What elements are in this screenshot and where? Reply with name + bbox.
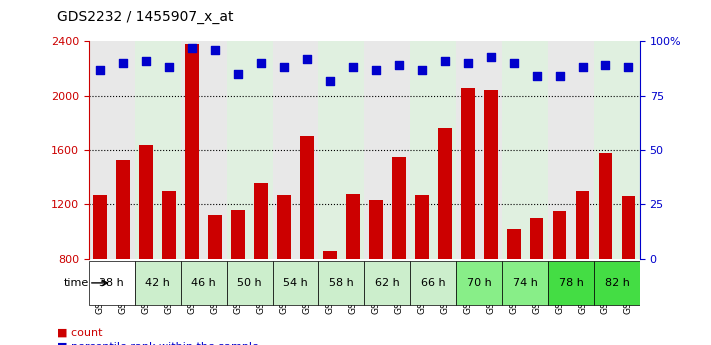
Bar — [369, 200, 383, 259]
Text: time: time — [63, 278, 89, 288]
Bar — [93, 195, 107, 259]
FancyBboxPatch shape — [135, 261, 181, 305]
Bar — [415, 195, 429, 259]
Text: 62 h: 62 h — [375, 278, 400, 288]
Bar — [483, 90, 498, 259]
Bar — [410, 41, 456, 259]
FancyBboxPatch shape — [502, 261, 548, 305]
Bar — [277, 195, 291, 259]
Point — [186, 45, 198, 51]
Bar — [548, 41, 594, 259]
Text: 78 h: 78 h — [559, 278, 584, 288]
Text: 46 h: 46 h — [191, 278, 216, 288]
FancyBboxPatch shape — [594, 261, 640, 305]
Point — [347, 65, 358, 70]
Point — [95, 67, 106, 72]
FancyBboxPatch shape — [410, 261, 456, 305]
Point — [439, 58, 451, 64]
Text: ■ percentile rank within the sample: ■ percentile rank within the sample — [57, 342, 259, 345]
Bar — [227, 41, 272, 259]
Bar — [139, 145, 153, 259]
FancyBboxPatch shape — [89, 261, 135, 305]
Point — [623, 65, 634, 70]
Text: 66 h: 66 h — [421, 278, 446, 288]
Bar — [255, 183, 268, 259]
Point — [117, 60, 129, 66]
Bar — [594, 41, 640, 259]
Text: 42 h: 42 h — [145, 278, 170, 288]
Bar — [502, 41, 548, 259]
Point — [508, 60, 519, 66]
Text: 38 h: 38 h — [100, 278, 124, 288]
Text: GDS2232 / 1455907_x_at: GDS2232 / 1455907_x_at — [57, 10, 233, 24]
Text: 58 h: 58 h — [329, 278, 354, 288]
Bar — [346, 194, 360, 259]
Bar — [323, 250, 337, 259]
Text: ■ count: ■ count — [57, 328, 102, 338]
FancyBboxPatch shape — [272, 261, 319, 305]
Point — [141, 58, 152, 64]
Point — [278, 65, 289, 70]
Point — [324, 78, 336, 83]
Bar — [135, 41, 181, 259]
Point — [485, 54, 496, 59]
FancyBboxPatch shape — [364, 261, 410, 305]
Bar — [300, 137, 314, 259]
FancyBboxPatch shape — [319, 261, 364, 305]
Bar — [162, 191, 176, 259]
Bar — [231, 210, 245, 259]
Point — [164, 65, 175, 70]
Bar — [456, 41, 502, 259]
Bar — [530, 218, 543, 259]
Point — [255, 60, 267, 66]
Bar — [599, 153, 612, 259]
FancyBboxPatch shape — [181, 261, 227, 305]
Text: 74 h: 74 h — [513, 278, 538, 288]
Point — [393, 62, 405, 68]
Point — [232, 71, 244, 77]
Point — [554, 73, 565, 79]
Bar — [89, 41, 135, 259]
Bar — [552, 211, 567, 259]
Bar — [392, 157, 406, 259]
Point — [577, 65, 588, 70]
Text: 70 h: 70 h — [467, 278, 491, 288]
Bar — [576, 191, 589, 259]
Point — [210, 47, 221, 53]
Point — [600, 62, 611, 68]
Point — [462, 60, 474, 66]
Bar — [461, 88, 475, 259]
Bar — [507, 229, 520, 259]
Bar — [208, 215, 222, 259]
Text: 82 h: 82 h — [604, 278, 629, 288]
FancyBboxPatch shape — [548, 261, 594, 305]
FancyBboxPatch shape — [227, 261, 272, 305]
Bar — [186, 44, 199, 259]
Bar — [319, 41, 364, 259]
Point — [416, 67, 427, 72]
Bar — [438, 128, 451, 259]
Bar — [117, 160, 130, 259]
FancyBboxPatch shape — [456, 261, 502, 305]
Bar — [181, 41, 227, 259]
Text: 50 h: 50 h — [237, 278, 262, 288]
Text: 54 h: 54 h — [283, 278, 308, 288]
Bar — [364, 41, 410, 259]
Point — [301, 56, 313, 61]
Bar — [272, 41, 319, 259]
Bar — [621, 196, 636, 259]
Point — [370, 67, 382, 72]
Point — [531, 73, 542, 79]
